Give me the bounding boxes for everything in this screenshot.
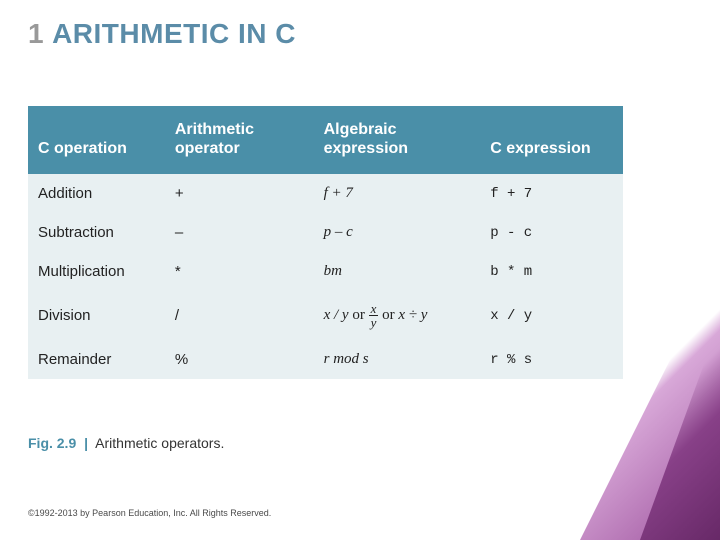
cell-symbol: * — [165, 252, 314, 291]
table-row: Subtraction – p – c p - c — [28, 213, 623, 252]
header-c-expression: C expression — [480, 106, 623, 174]
cell-cexpr: r % s — [480, 340, 623, 379]
cell-cexpr: x / y — [480, 291, 623, 340]
title-text: ARITHMETIC IN C — [52, 18, 296, 49]
table-row: Remainder % r mod s r % s — [28, 340, 623, 379]
cell-symbol: / — [165, 291, 314, 340]
cell-cexpr: p - c — [480, 213, 623, 252]
cell-operation: Multiplication — [28, 252, 165, 291]
header-c-operation: C operation — [28, 106, 165, 174]
table-row: Addition + f + 7 f + 7 — [28, 174, 623, 213]
cell-algebraic: bm — [314, 252, 481, 291]
div-form-c: x ÷ y — [398, 307, 427, 323]
caption-separator: | — [84, 435, 88, 451]
header-arithmetic-operator: Arithmetic operator — [165, 106, 314, 174]
cell-operation: Subtraction — [28, 213, 165, 252]
cell-operation: Division — [28, 291, 165, 340]
table-header-row: C operation Arithmetic operator Algebrai… — [28, 106, 623, 174]
fraction: x y — [369, 302, 379, 329]
cell-cexpr: f + 7 — [480, 174, 623, 213]
cell-algebraic: f + 7 — [314, 174, 481, 213]
caption-text: Arithmetic operators. — [95, 435, 224, 451]
caption-label: Fig. 2.9 — [28, 435, 76, 451]
cell-symbol: – — [165, 213, 314, 252]
cell-algebraic: p – c — [314, 213, 481, 252]
slide-title: 1 ARITHMETIC IN C — [28, 18, 296, 50]
cell-operation: Addition — [28, 174, 165, 213]
table-row: Division / x / y or x y or x ÷ y x / y — [28, 291, 623, 340]
fraction-denominator: y — [369, 316, 379, 329]
figure-caption: Fig. 2.9 | Arithmetic operators. — [28, 435, 224, 451]
cell-symbol: % — [165, 340, 314, 379]
cell-operation: Remainder — [28, 340, 165, 379]
table-row: Multiplication * bm b * m — [28, 252, 623, 291]
cell-symbol: + — [165, 174, 314, 213]
fraction-numerator: x — [369, 302, 379, 316]
operators-table-container: C operation Arithmetic operator Algebrai… — [28, 106, 623, 379]
cell-cexpr: b * m — [480, 252, 623, 291]
div-form-a: x / y — [324, 307, 349, 323]
operators-table: C operation Arithmetic operator Algebrai… — [28, 106, 623, 379]
copyright-text: ©1992-2013 by Pearson Education, Inc. Al… — [28, 508, 271, 518]
cell-algebraic: r mod s — [314, 340, 481, 379]
title-number: 1 — [28, 18, 44, 49]
header-algebraic-expression: Algebraicexpression — [314, 106, 481, 174]
cell-algebraic: x / y or x y or x ÷ y — [314, 291, 481, 340]
